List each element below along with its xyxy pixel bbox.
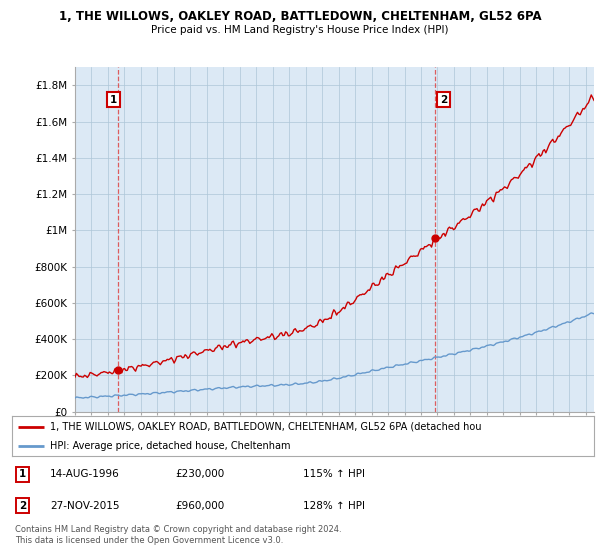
Text: HPI: Average price, detached house, Cheltenham: HPI: Average price, detached house, Chel…	[50, 441, 290, 450]
Text: Price paid vs. HM Land Registry's House Price Index (HPI): Price paid vs. HM Land Registry's House …	[151, 25, 449, 35]
Text: 1: 1	[19, 469, 26, 479]
Text: 2: 2	[19, 501, 26, 511]
Text: £960,000: £960,000	[175, 501, 224, 511]
Text: 14-AUG-1996: 14-AUG-1996	[50, 469, 119, 479]
Text: 1, THE WILLOWS, OAKLEY ROAD, BATTLEDOWN, CHELTENHAM, GL52 6PA (detached hou: 1, THE WILLOWS, OAKLEY ROAD, BATTLEDOWN,…	[50, 422, 481, 432]
Text: 27-NOV-2015: 27-NOV-2015	[50, 501, 119, 511]
Text: 1, THE WILLOWS, OAKLEY ROAD, BATTLEDOWN, CHELTENHAM, GL52 6PA: 1, THE WILLOWS, OAKLEY ROAD, BATTLEDOWN,…	[59, 10, 541, 23]
Text: £230,000: £230,000	[175, 469, 224, 479]
Text: 2: 2	[440, 95, 447, 105]
Text: 115% ↑ HPI: 115% ↑ HPI	[303, 469, 365, 479]
Text: Contains HM Land Registry data © Crown copyright and database right 2024.
This d: Contains HM Land Registry data © Crown c…	[15, 525, 341, 545]
Text: 128% ↑ HPI: 128% ↑ HPI	[303, 501, 365, 511]
Text: 1: 1	[110, 95, 117, 105]
